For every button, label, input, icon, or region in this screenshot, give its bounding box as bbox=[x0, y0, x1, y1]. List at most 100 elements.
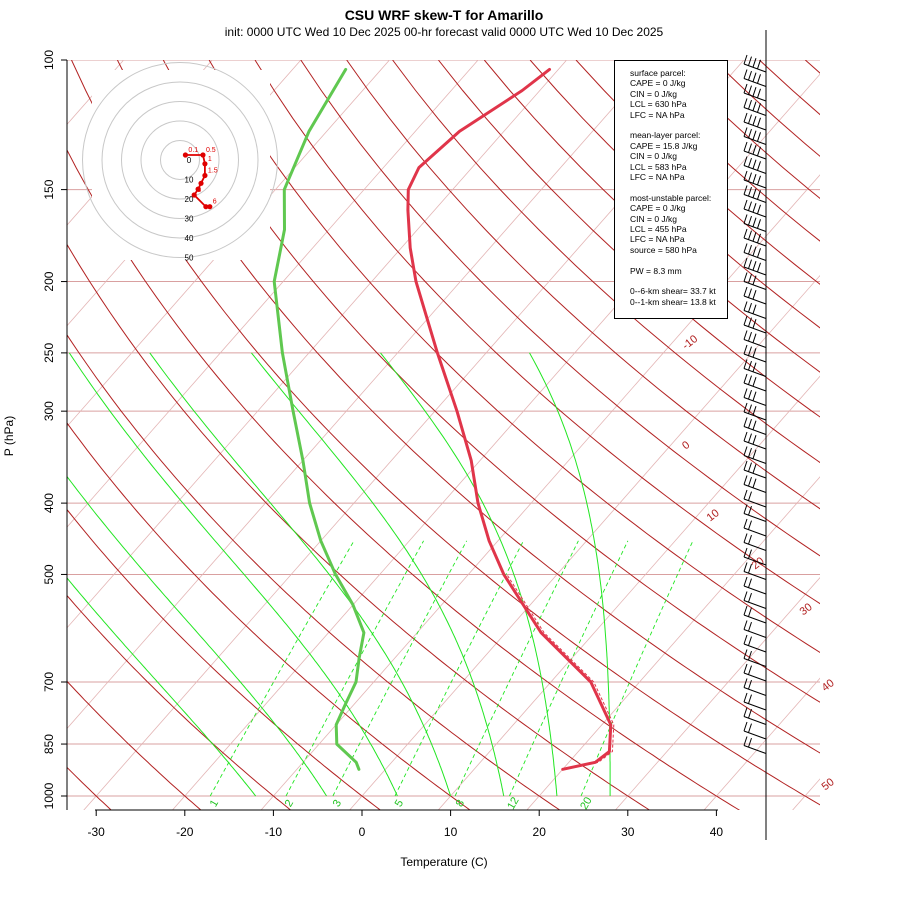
mixing-ratio-line bbox=[508, 540, 629, 797]
mixing-ratio-label: 8 bbox=[454, 798, 467, 809]
wind-barb bbox=[743, 223, 767, 232]
wind-barb-flag bbox=[743, 170, 748, 181]
wind-barb-flag bbox=[752, 217, 757, 227]
dry-adiabat bbox=[67, 508, 382, 810]
moist-adiabat bbox=[251, 352, 505, 797]
wind-barb-flag bbox=[748, 230, 752, 240]
wind-barb-flag bbox=[752, 58, 757, 68]
wind-barb-flag bbox=[743, 344, 748, 355]
wind-barb-flag bbox=[743, 359, 748, 369]
wind-barb-flag bbox=[743, 518, 748, 529]
wind-barb bbox=[743, 687, 767, 696]
y-tick-label: 250 bbox=[42, 343, 56, 363]
wind-barb-flag bbox=[752, 159, 757, 169]
dry-adiabat bbox=[71, 60, 820, 806]
wind-barb-flag bbox=[743, 489, 748, 500]
wind-barb-flag bbox=[748, 534, 752, 545]
wind-barb bbox=[743, 266, 767, 276]
isotherm-label: 40 bbox=[820, 677, 837, 694]
wind-barb-flag bbox=[748, 331, 752, 342]
hodograph-point-label: 1 bbox=[208, 156, 212, 163]
wind-barb-flag bbox=[748, 505, 752, 516]
mixing-ratio-line bbox=[332, 540, 468, 797]
parcel-info-line: CAPE = 0 J/kg bbox=[630, 78, 686, 89]
wind-barb-flag bbox=[757, 161, 761, 171]
wind-barb bbox=[743, 353, 767, 363]
wind-barb-flag bbox=[757, 74, 761, 84]
wind-barb-flag bbox=[752, 261, 757, 271]
wind-barb-flag bbox=[752, 449, 757, 459]
wind-barb-flag bbox=[752, 130, 757, 140]
moist-adiabat bbox=[68, 352, 398, 797]
isotherm-line bbox=[67, 60, 390, 428]
mixing-ratio-line bbox=[394, 540, 524, 797]
wind-barb bbox=[743, 179, 767, 189]
wind-barb bbox=[743, 78, 767, 87]
dry-adiabat bbox=[438, 60, 820, 418]
wind-barb-flag bbox=[743, 98, 748, 108]
wind-barb bbox=[743, 150, 767, 160]
isotherm-label: 0 bbox=[680, 439, 692, 452]
wind-barb-flag bbox=[748, 476, 752, 487]
wind-barb-flag bbox=[752, 333, 757, 343]
wind-barb-flag bbox=[743, 83, 748, 94]
wind-barb-flag bbox=[748, 491, 752, 501]
wind-barb bbox=[743, 397, 767, 406]
wind-barb-flag bbox=[752, 464, 757, 474]
hodograph-ring bbox=[140, 120, 220, 200]
hodograph-ring-label: 30 bbox=[185, 215, 194, 224]
sounding-profiles bbox=[272, 67, 615, 771]
wind-barb-flag bbox=[743, 634, 748, 645]
wind-barb bbox=[743, 382, 767, 392]
x-tick-label: -10 bbox=[265, 825, 283, 839]
isotherm-label: -10 bbox=[680, 333, 700, 352]
wind-barb bbox=[743, 324, 767, 334]
wind-barb-flag bbox=[748, 650, 752, 661]
wind-barb-flag bbox=[743, 112, 748, 123]
wind-barb-flag bbox=[757, 262, 761, 272]
wind-barb-flag bbox=[743, 301, 748, 311]
parcel-info-line: LCL = 455 hPa bbox=[630, 224, 687, 235]
wind-barb-flag bbox=[748, 346, 752, 356]
wind-barb bbox=[743, 310, 767, 319]
wind-barb bbox=[743, 730, 767, 740]
wind-barb bbox=[743, 237, 767, 247]
y-tick-label: 400 bbox=[42, 493, 56, 513]
wind-barb bbox=[743, 542, 767, 551]
wind-barb-flag bbox=[752, 406, 757, 416]
dry-adiabat bbox=[67, 422, 471, 810]
isotherm-label: 10 bbox=[705, 507, 722, 524]
wind-barb bbox=[743, 484, 767, 493]
isotherm-line bbox=[792, 778, 820, 810]
dry-adiabat bbox=[67, 243, 651, 810]
wind-barb bbox=[743, 643, 767, 653]
wind-barb bbox=[743, 513, 767, 522]
dry-adiabat bbox=[67, 594, 292, 810]
parcel-info-line: CIN = 0 J/kg bbox=[630, 151, 678, 162]
dry-adiabat bbox=[67, 148, 741, 810]
wind-barb-flag bbox=[748, 592, 752, 603]
wind-barb-flag bbox=[748, 186, 752, 197]
wind-barb bbox=[743, 716, 767, 725]
wind-barb-flag bbox=[748, 360, 752, 371]
hodograph-ring-label: 40 bbox=[185, 234, 194, 243]
wind-barb-flag bbox=[757, 132, 761, 142]
x-tick-label: -30 bbox=[88, 825, 106, 839]
wind-barb-flag bbox=[752, 246, 757, 256]
wind-barb-flag bbox=[752, 377, 757, 387]
wind-barb-flag bbox=[748, 157, 752, 168]
wind-barb-flag bbox=[752, 478, 757, 488]
wind-barb-flag bbox=[748, 433, 752, 443]
isotherm-line bbox=[703, 677, 820, 810]
hodograph-point-label: 0.5 bbox=[206, 147, 216, 154]
hodograph-ring-label: 0 bbox=[187, 156, 192, 165]
wind-barb bbox=[743, 136, 767, 145]
mixing-ratio-label: 12 bbox=[505, 795, 522, 812]
wind-barb-flag bbox=[752, 319, 757, 329]
wind-barb bbox=[743, 92, 767, 102]
wind-barb-flag bbox=[743, 228, 748, 239]
dry-adiabat bbox=[208, 60, 820, 654]
wind-barb-flag bbox=[743, 185, 748, 195]
chart-subtitle: init: 0000 UTC Wed 10 Dec 2025 00-hr for… bbox=[225, 25, 664, 39]
hodograph-ring-label: 10 bbox=[185, 176, 194, 185]
